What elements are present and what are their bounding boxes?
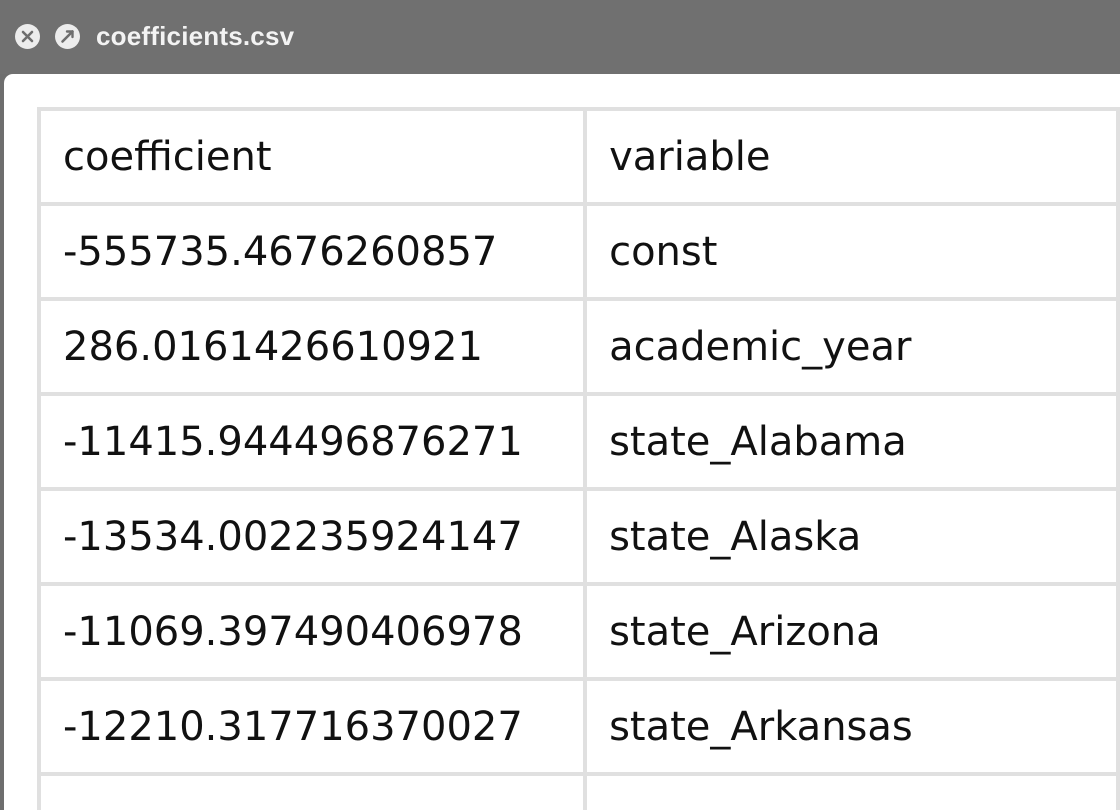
header-cell-variable: variable	[583, 107, 1120, 202]
cell-coefficient: -11069.397490406978	[37, 582, 584, 677]
open-with-icon[interactable]	[55, 24, 80, 49]
cell-variable: state_Arkansas	[583, 677, 1120, 772]
table-row: -11415.944496876271 state_Alabama	[37, 392, 1120, 487]
cell-coefficient: 286.0161426610921	[37, 297, 584, 392]
cell-coefficient: -13534.002235924147	[37, 487, 584, 582]
cell-variable: state_Alaska	[583, 487, 1120, 582]
header-cell-coefficient: coefficient	[37, 107, 584, 202]
cell-variable	[583, 772, 1120, 810]
cell-coefficient	[37, 772, 584, 810]
close-icon[interactable]	[15, 24, 40, 49]
csv-preview-panel: coefficient variable -555735.4676260857 …	[4, 74, 1120, 810]
table-row: 286.0161426610921 academic_year	[37, 297, 1120, 392]
cell-variable: state_Alabama	[583, 392, 1120, 487]
table-row: -12210.317716370027 state_Arkansas	[37, 677, 1120, 772]
cell-coefficient: -12210.317716370027	[37, 677, 584, 772]
cell-coefficient: -555735.4676260857	[37, 202, 584, 297]
csv-table: coefficient variable -555735.4676260857 …	[37, 107, 1120, 810]
cell-variable: state_Arizona	[583, 582, 1120, 677]
window-title: coefficients.csv	[96, 21, 295, 51]
table-row: -555735.4676260857 const	[37, 202, 1120, 297]
cell-coefficient: -11415.944496876271	[37, 392, 584, 487]
cell-variable: const	[583, 202, 1120, 297]
table-row: -13534.002235924147 state_Alaska	[37, 487, 1120, 582]
table-row	[37, 772, 1120, 810]
cell-variable: academic_year	[583, 297, 1120, 392]
table-row: -11069.397490406978 state_Arizona	[37, 582, 1120, 677]
header-row: coefficient variable	[37, 107, 1120, 202]
title-bar: coefficients.csv	[0, 0, 1120, 74]
